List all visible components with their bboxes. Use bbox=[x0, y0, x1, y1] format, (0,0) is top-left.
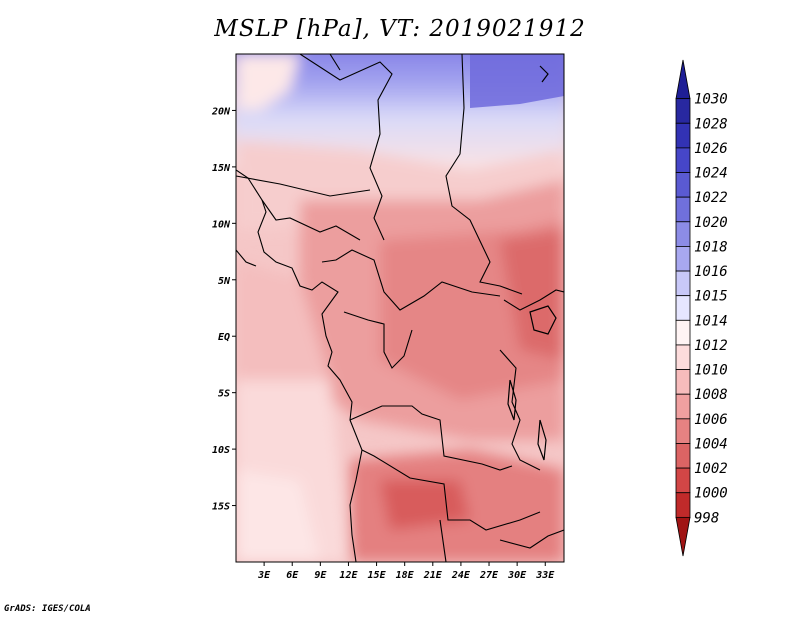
lon-axis: 3E 6E 9E 12E 15E 18E 21E 24E 27E 30E 33E bbox=[257, 562, 555, 581]
border-angola-drc bbox=[349, 405, 513, 471]
colorbar-label: 1028 bbox=[694, 116, 728, 132]
colorbar-label: 1022 bbox=[694, 190, 728, 206]
colorbar-label: 1008 bbox=[694, 387, 728, 403]
lat-tick-label: 5N bbox=[218, 276, 231, 287]
lon-tick-label: 15E bbox=[368, 570, 387, 581]
west-coastline bbox=[236, 169, 363, 562]
coast-guinea bbox=[236, 249, 257, 267]
border-sudan bbox=[445, 54, 523, 295]
colorbar-segment bbox=[675, 492, 691, 518]
lat-tick-label: 15N bbox=[212, 163, 231, 174]
colorbar-label: 1020 bbox=[694, 215, 728, 231]
field-nw-pale bbox=[236, 54, 300, 110]
border-uganda bbox=[503, 289, 564, 311]
colorbar-segment bbox=[675, 443, 691, 469]
lat-tick-label: 10N bbox=[212, 219, 231, 230]
colorbar-segment bbox=[675, 319, 691, 346]
colorbar-label: 1010 bbox=[694, 363, 728, 379]
colorbar-segment bbox=[675, 98, 691, 124]
colorbar-segment bbox=[675, 344, 691, 370]
colorbar-label: 1002 bbox=[694, 461, 728, 477]
lat-tick-label: 5S bbox=[218, 389, 230, 400]
colorbar-segment-top bbox=[675, 59, 691, 100]
colorbar-label: 1014 bbox=[694, 313, 728, 329]
colorbar-segment bbox=[675, 467, 691, 494]
plot-frame bbox=[235, 53, 565, 563]
colorbar-segment bbox=[675, 122, 691, 149]
grads-credit: GrADS: IGES/COLA bbox=[4, 604, 91, 614]
border-botswana bbox=[439, 519, 447, 562]
lake-victoria bbox=[529, 305, 557, 335]
chart-title: MSLP [hPa], VT: 2019021912 bbox=[214, 16, 586, 42]
colorbar-label: 1000 bbox=[694, 486, 728, 502]
border-namibia-zambia bbox=[361, 449, 541, 531]
lake-malawi bbox=[537, 419, 547, 461]
lon-tick-label: 9E bbox=[314, 570, 327, 581]
lake-tanganyika bbox=[507, 379, 517, 421]
colorbar-segment bbox=[675, 270, 691, 297]
lon-tick-label: 24E bbox=[451, 570, 471, 581]
lon-tick-label: 12E bbox=[339, 570, 358, 581]
colorbar-label: 1012 bbox=[694, 338, 728, 354]
border-car bbox=[321, 249, 501, 311]
border-nigeria-north bbox=[261, 199, 361, 241]
lat-tick-label: EQ bbox=[218, 332, 230, 343]
colorbar-label: 1006 bbox=[694, 412, 728, 428]
lat-tick-label: 10S bbox=[212, 445, 230, 456]
lon-tick-label: 18E bbox=[396, 570, 415, 581]
lon-tick-label: 33E bbox=[535, 570, 555, 581]
field-ne-high bbox=[470, 54, 564, 108]
lon-tick-label: 6E bbox=[286, 570, 299, 581]
colorbar-label: 998 bbox=[694, 510, 719, 526]
lon-tick-label: 27E bbox=[479, 570, 499, 581]
field-gulf bbox=[236, 260, 330, 380]
lat-tick-label: 15S bbox=[212, 502, 230, 513]
colorbar-segment bbox=[675, 393, 691, 420]
border-tanzania bbox=[499, 349, 541, 471]
border-algeria bbox=[329, 54, 341, 71]
border-congo bbox=[343, 311, 413, 369]
colorbar-segment bbox=[675, 418, 691, 444]
nile-delta bbox=[539, 65, 549, 83]
field-lake-low bbox=[500, 230, 564, 360]
colorbar-segment bbox=[675, 295, 691, 321]
colorbar-label: 1018 bbox=[694, 239, 728, 255]
colorbar-label: 1030 bbox=[694, 92, 728, 108]
lakes bbox=[507, 65, 557, 461]
colorbar-segment bbox=[675, 246, 691, 272]
lon-tick-label: 30E bbox=[507, 570, 527, 581]
colorbar-label: 1015 bbox=[694, 289, 728, 305]
colorbar-segment bbox=[675, 369, 691, 395]
border-niger-chad bbox=[299, 54, 393, 241]
field-ocean-far-sw bbox=[236, 470, 320, 562]
colorbar-label: 1026 bbox=[694, 141, 728, 157]
colorbar: 1030 1028 1026 1024 1022 1020 1018 1016 1015 1014… bbox=[675, 59, 728, 557]
lon-tick-label: 21E bbox=[423, 570, 443, 581]
border-mali bbox=[236, 175, 371, 197]
lat-tick-label: 20N bbox=[211, 106, 231, 117]
colorbar-label: 1004 bbox=[694, 436, 728, 452]
colorbar-segment bbox=[675, 147, 691, 173]
map-borders bbox=[236, 54, 564, 562]
lon-tick-label: 3E bbox=[257, 570, 271, 581]
colorbar-label: 1016 bbox=[694, 264, 728, 280]
colorbar-segment bbox=[675, 221, 691, 247]
colorbar-segment bbox=[675, 172, 691, 198]
pressure-field bbox=[236, 54, 564, 562]
colorbar-label: 1024 bbox=[694, 166, 728, 182]
lat-axis: 20N 15N 10N 5N EQ 5S 10S 15S bbox=[211, 106, 236, 513]
colorbar-segment bbox=[675, 196, 691, 223]
border-zimbabwe bbox=[499, 529, 564, 549]
colorbar-segment-bottom bbox=[675, 516, 691, 557]
